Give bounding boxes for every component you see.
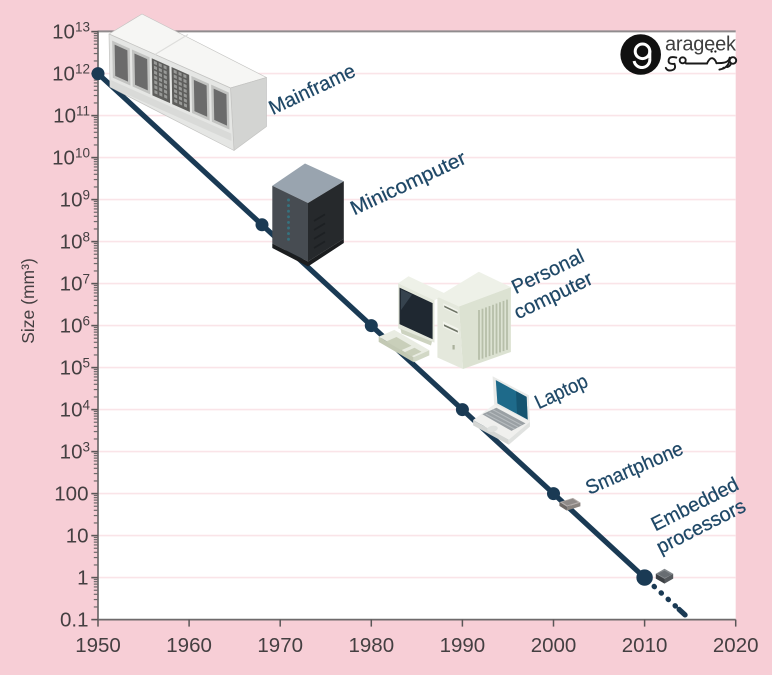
svg-text:0.1: 0.1 — [60, 609, 89, 632]
svg-text:2010: 2010 — [622, 634, 668, 657]
svg-text:100: 100 — [54, 483, 88, 506]
svg-text:10: 10 — [66, 525, 89, 548]
svg-text:1980: 1980 — [348, 634, 394, 657]
svg-text:1950: 1950 — [75, 634, 121, 657]
svg-text:2000: 2000 — [531, 634, 577, 657]
svg-text:Size (mm³): Size (mm³) — [18, 258, 38, 344]
svg-text:2020: 2020 — [713, 634, 759, 657]
svg-text:arageek: arageek — [665, 34, 737, 56]
svg-text:1990: 1990 — [440, 634, 486, 657]
svg-text:1970: 1970 — [257, 634, 303, 657]
svg-text:1960: 1960 — [166, 634, 212, 657]
svg-text:1: 1 — [77, 567, 88, 590]
